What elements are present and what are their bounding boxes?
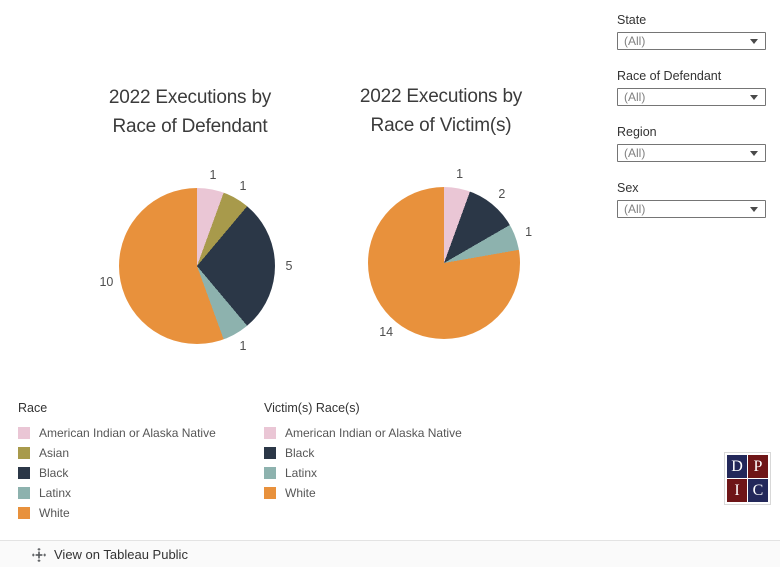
dropdown-caret-icon (750, 94, 758, 100)
pie-value-label: 5 (285, 259, 293, 273)
legend-item[interactable]: Asian (18, 443, 216, 463)
legend-item-label: American Indian or Alaska Native (285, 426, 462, 440)
filter-group-region: Region (All) (617, 125, 766, 162)
legend-swatch (264, 467, 276, 479)
legend-swatch (264, 487, 276, 499)
legend-item[interactable]: American Indian or Alaska Native (264, 423, 462, 443)
legend-swatch (18, 427, 30, 439)
pie-value-label: 10 (99, 274, 114, 289)
filter-group-sex: Sex (All) (617, 181, 766, 218)
filter-dropdown-state[interactable]: (All) (617, 32, 766, 50)
legend-item-label: Latinx (285, 466, 318, 480)
dropdown-caret-icon (750, 206, 758, 212)
view-on-tableau-public-label: View on Tableau Public (54, 547, 188, 562)
legend-item-label: White (39, 506, 70, 520)
legend-item[interactable]: Latinx (264, 463, 462, 483)
legend-item-label: American Indian or Alaska Native (39, 426, 216, 440)
filter-label-race-of-defendant: Race of Defendant (617, 69, 722, 83)
dpic-logo: D P I C (724, 452, 771, 505)
pie-value-label: 1 (239, 179, 247, 194)
filter-value-state: (All) (624, 34, 646, 48)
filter-label-state: State (617, 13, 647, 27)
chart-title-victim: 2022 Executions by Race of Victim(s) (359, 86, 523, 136)
pie-value-label: 2 (498, 187, 506, 202)
legend-item[interactable]: American Indian or Alaska Native (18, 423, 216, 443)
legend-item[interactable]: Black (264, 443, 462, 463)
legend-item-label: Asian (39, 446, 70, 460)
filter-value-sex: (All) (624, 202, 646, 216)
filter-dropdown-region[interactable]: (All) (617, 144, 766, 162)
legend-swatch (18, 507, 30, 519)
pie-value-label: 14 (379, 324, 394, 339)
pie-chart-victim: 1 2 1 14 (368, 167, 532, 339)
pie-value-label: 1 (239, 338, 247, 353)
filter-dropdown-sex[interactable]: (All) (617, 200, 766, 218)
legend-item[interactable]: White (264, 483, 462, 503)
filter-value-race-of-defendant: (All) (624, 90, 646, 104)
pie-defendant-slices[interactable] (119, 188, 275, 344)
dpic-logo-letter: I (727, 479, 747, 502)
legend-item-label: White (285, 486, 316, 500)
filter-label-sex: Sex (617, 181, 639, 195)
pie-victim-slices[interactable] (368, 187, 520, 339)
pie-value-label: 1 (209, 168, 217, 183)
legend-race: Race American Indian or Alaska Native As… (18, 401, 216, 523)
dropdown-caret-icon (750, 38, 758, 44)
legend-swatch (18, 467, 30, 479)
legend-item-label: Black (39, 466, 69, 480)
filter-label-region: Region (617, 125, 657, 139)
filter-group-state: State (All) (617, 13, 766, 50)
legend-swatch (264, 427, 276, 439)
pie-chart-defendant: 1 1 5 1 10 (99, 168, 292, 352)
legend-item[interactable]: Latinx (18, 483, 216, 503)
tableau-toolbar: View on Tableau Public (0, 540, 780, 567)
chart-title-defendant: 2022 Executions by Race of Defendant (108, 87, 272, 137)
tableau-logo-icon (31, 547, 47, 563)
legend-item[interactable]: Black (18, 463, 216, 483)
pie-value-label: 1 (525, 225, 533, 240)
legend-victims-race-title: Victim(s) Race(s) (264, 401, 360, 415)
pie-value-label: 1 (456, 167, 464, 182)
legend-race-title: Race (18, 401, 48, 415)
dpic-logo-letter: D (727, 455, 747, 478)
legend-item-label: Black (285, 446, 315, 460)
legend-item[interactable]: White (18, 503, 216, 523)
legend-victims-race: Victim(s) Race(s) American Indian or Ala… (264, 401, 462, 503)
legend-item-label: Latinx (39, 486, 72, 500)
legend-swatch (18, 487, 30, 499)
dpic-logo-letter: P (748, 455, 768, 478)
legend-swatch (264, 447, 276, 459)
filter-group-race-of-defendant: Race of Defendant (All) (617, 69, 766, 106)
dpic-logo-letter: C (748, 479, 768, 502)
view-on-tableau-public-link[interactable]: View on Tableau Public (31, 541, 188, 567)
legend-swatch (18, 447, 30, 459)
dropdown-caret-icon (750, 150, 758, 156)
filter-dropdown-race-of-defendant[interactable]: (All) (617, 88, 766, 106)
filter-value-region: (All) (624, 146, 646, 160)
